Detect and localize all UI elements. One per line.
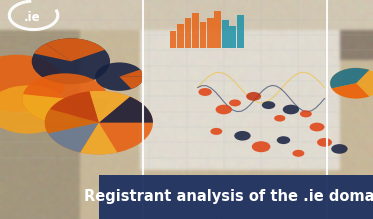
Bar (192, 13, 199, 48)
Circle shape (331, 144, 348, 154)
Bar (177, 24, 184, 48)
Circle shape (234, 131, 251, 141)
Circle shape (277, 136, 290, 144)
Circle shape (216, 105, 232, 114)
Circle shape (229, 99, 241, 106)
Wedge shape (0, 85, 69, 134)
Bar (229, 26, 236, 48)
Wedge shape (22, 73, 108, 124)
Bar (237, 15, 244, 48)
Bar (200, 22, 206, 48)
Wedge shape (99, 97, 153, 123)
Wedge shape (119, 70, 144, 77)
Wedge shape (46, 38, 105, 61)
Circle shape (317, 138, 332, 147)
Wedge shape (22, 94, 80, 124)
Bar (214, 11, 221, 48)
Wedge shape (45, 109, 99, 134)
Wedge shape (50, 91, 99, 123)
Bar (207, 18, 214, 48)
Circle shape (300, 110, 312, 117)
Wedge shape (34, 44, 71, 61)
Text: Registrant analysis of the .ie domain: Registrant analysis of the .ie domain (84, 189, 373, 203)
Wedge shape (0, 55, 65, 112)
Wedge shape (90, 91, 130, 123)
Wedge shape (80, 123, 117, 154)
Bar (185, 18, 191, 48)
Bar (170, 31, 176, 48)
Wedge shape (330, 68, 373, 99)
Wedge shape (32, 38, 110, 84)
Text: .ie: .ie (23, 11, 40, 24)
Wedge shape (48, 123, 99, 152)
Circle shape (283, 105, 299, 114)
Circle shape (262, 101, 275, 109)
Wedge shape (45, 91, 153, 154)
Bar (222, 20, 229, 48)
Circle shape (252, 141, 270, 152)
Wedge shape (65, 99, 108, 122)
Circle shape (246, 92, 261, 101)
Circle shape (292, 150, 304, 157)
Circle shape (198, 88, 212, 96)
Circle shape (310, 123, 325, 131)
Wedge shape (330, 68, 369, 88)
Wedge shape (332, 83, 369, 99)
Wedge shape (119, 77, 144, 89)
Circle shape (274, 115, 285, 122)
Bar (99, 175, 373, 219)
Circle shape (210, 128, 222, 135)
Wedge shape (95, 62, 144, 91)
